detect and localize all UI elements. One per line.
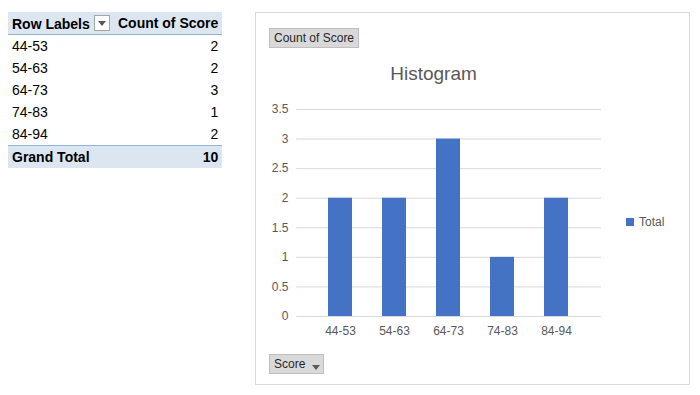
svg-text:3.5: 3.5 xyxy=(272,102,289,116)
html-text:Row Labels: Row Labels xyxy=(12,15,90,32)
svg-text:0: 0 xyxy=(282,309,289,323)
html-text:Score: Score xyxy=(274,357,306,371)
html-text:Count of Score: Count of Score xyxy=(274,31,354,45)
svg-text:1.5: 1.5 xyxy=(272,221,289,235)
html-text:Histogram: Histogram xyxy=(390,63,477,84)
html-text:Total: Total xyxy=(639,215,665,229)
html-text:Count of Score: Count of Score xyxy=(118,15,219,31)
html-text:10: 10 xyxy=(202,149,219,165)
svg-text:44-53: 44-53 xyxy=(325,324,356,338)
html-text:2: 2 xyxy=(210,126,219,142)
svg-text:3: 3 xyxy=(282,132,289,146)
svg-text:64-73: 64-73 xyxy=(433,324,464,338)
svg-text:74-83: 74-83 xyxy=(487,324,518,338)
html-text:Grand Total: Grand Total xyxy=(12,149,90,165)
html-text:44-53: 44-53 xyxy=(12,38,48,54)
html-text:64-73: 64-73 xyxy=(12,82,48,98)
svg-text:0.5: 0.5 xyxy=(272,280,289,294)
svg-text:2.5: 2.5 xyxy=(272,161,289,175)
html-text:54-63: 54-63 xyxy=(12,60,48,76)
html-text:84-94: 84-94 xyxy=(12,126,48,142)
html-text:3: 3 xyxy=(210,82,219,98)
html-text:2: 2 xyxy=(210,60,219,76)
svg-text:1: 1 xyxy=(282,250,289,264)
html-text:2: 2 xyxy=(210,38,219,54)
html-text:74-83: 74-83 xyxy=(12,104,48,120)
svg-text:54-63: 54-63 xyxy=(379,324,410,338)
html-text:1: 1 xyxy=(210,104,219,120)
svg-text:2: 2 xyxy=(282,191,289,205)
svg-text:84-94: 84-94 xyxy=(541,324,572,338)
